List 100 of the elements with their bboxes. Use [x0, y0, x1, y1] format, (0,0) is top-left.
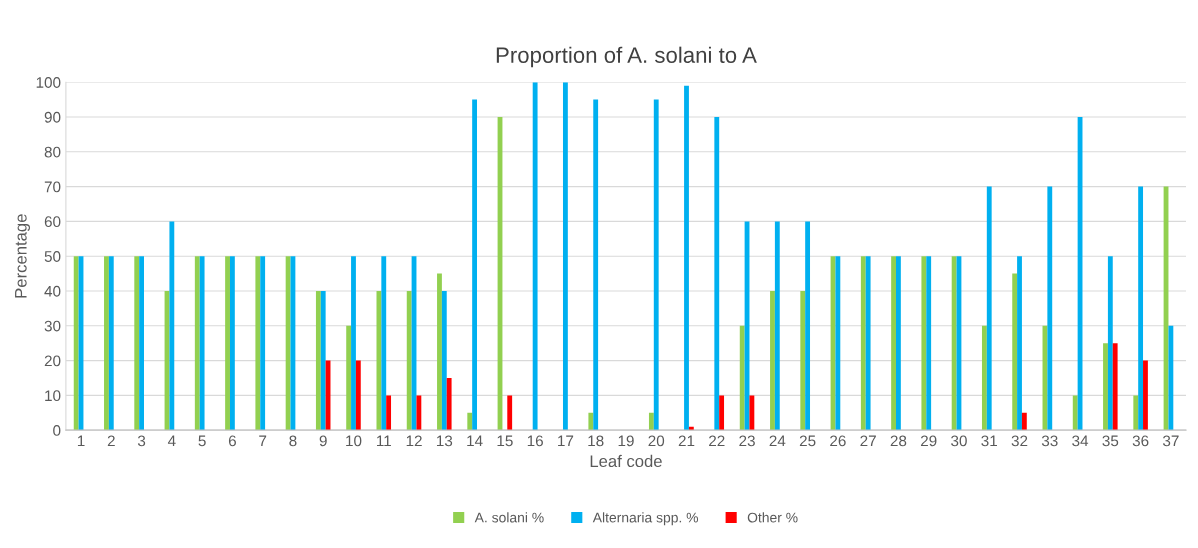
legend-label: Other % [747, 512, 798, 523]
bar [351, 256, 356, 431]
x-tick-label: 1 [77, 435, 85, 447]
y-tick-label: 60 [44, 216, 61, 228]
y-tick-label: 10 [45, 390, 61, 402]
y-tick-label: 90 [44, 111, 61, 123]
x-tick-label: 29 [920, 435, 937, 447]
bar [437, 273, 442, 431]
bar [1047, 186, 1053, 431]
bar [981, 325, 987, 431]
bar [588, 412, 594, 431]
bar [921, 256, 927, 431]
x-tick-label: 18 [588, 435, 604, 447]
bar [749, 395, 755, 431]
bar [169, 221, 175, 431]
x-tick-label: 24 [769, 435, 786, 447]
bar [739, 325, 745, 431]
bar [562, 82, 568, 431]
bar [229, 256, 235, 431]
bar [194, 256, 200, 431]
x-tick-label: 14 [467, 435, 483, 447]
bar [800, 290, 806, 431]
bar [1168, 325, 1174, 431]
bar [1021, 412, 1027, 431]
x-tick-label: 19 [618, 435, 634, 447]
bar [770, 290, 775, 431]
x-tick-label: 23 [739, 435, 755, 447]
bar [865, 256, 871, 431]
x-tick-label: 21 [678, 435, 695, 447]
bar [805, 221, 811, 431]
bar [774, 221, 780, 431]
y-tick-label: 40 [44, 285, 61, 297]
bar [108, 256, 114, 431]
y-tick-label: 80 [44, 146, 61, 158]
x-tick-label: 15 [497, 435, 513, 447]
bar [532, 82, 538, 431]
legend-label: Alternaria spp. % [592, 512, 699, 526]
bar [896, 256, 901, 431]
bar [446, 377, 452, 431]
y-tick-label: 20 [44, 355, 61, 367]
bar [320, 290, 326, 431]
bar [1112, 343, 1118, 431]
y-tick-label: 70 [44, 181, 61, 193]
bar [507, 395, 513, 431]
bar [986, 186, 992, 431]
bar [381, 256, 387, 431]
bar [260, 256, 266, 431]
bar [315, 290, 321, 431]
x-tick-label: 31 [981, 435, 997, 447]
bar [593, 99, 599, 431]
bar [684, 85, 689, 431]
x-tick-label: 28 [890, 435, 907, 447]
x-tick-label: 5 [198, 435, 206, 447]
chart-title: Proportion of A. solani to A [496, 46, 757, 68]
bar [406, 290, 412, 431]
bar [73, 256, 79, 431]
x-tick-label: 30 [951, 435, 967, 447]
x-tick-label: 26 [830, 435, 846, 447]
bar [1143, 360, 1148, 431]
bar [134, 256, 140, 431]
x-tick-label: 6 [228, 435, 236, 447]
bar [719, 395, 725, 431]
x-tick-label: 33 [1041, 435, 1058, 447]
x-tick-label: 9 [319, 435, 327, 447]
bar [860, 256, 866, 431]
bar [1133, 395, 1139, 431]
x-tick-label: 11 [377, 435, 391, 447]
x-tick-label: 7 [259, 435, 267, 447]
bar [199, 256, 205, 431]
bar [835, 256, 841, 431]
x-tick-label: 36 [1132, 435, 1149, 447]
bar [225, 256, 230, 431]
bar [467, 412, 473, 431]
x-tick-label: 12 [406, 435, 422, 447]
bar [926, 256, 932, 431]
x-tick-label: 16 [527, 435, 543, 447]
bar [653, 99, 659, 431]
x-tick-label: 27 [860, 435, 876, 447]
legend-label: A. solani % [474, 512, 544, 523]
x-tick-label: 17 [558, 435, 574, 447]
x-tick-label: 20 [648, 435, 665, 447]
bar [1107, 256, 1113, 431]
x-tick-label: 2 [107, 435, 115, 447]
x-tick-label: 35 [1102, 435, 1119, 447]
x-tick-label: 3 [137, 435, 146, 447]
bar [951, 256, 957, 431]
bar [441, 290, 447, 431]
bar [472, 99, 478, 431]
bar [346, 325, 352, 431]
y-tick-label: 30 [44, 320, 61, 332]
y-tick-label: 0 [53, 425, 61, 436]
x-tick-label: 32 [1011, 435, 1028, 447]
bar [386, 395, 392, 431]
x-tick-label: 4 [167, 435, 176, 447]
x-tick-label: 25 [799, 435, 816, 447]
bar [891, 256, 896, 431]
x-tick-label: 8 [289, 435, 297, 447]
bar [1017, 256, 1022, 431]
bar [416, 395, 422, 431]
bar [376, 290, 382, 431]
